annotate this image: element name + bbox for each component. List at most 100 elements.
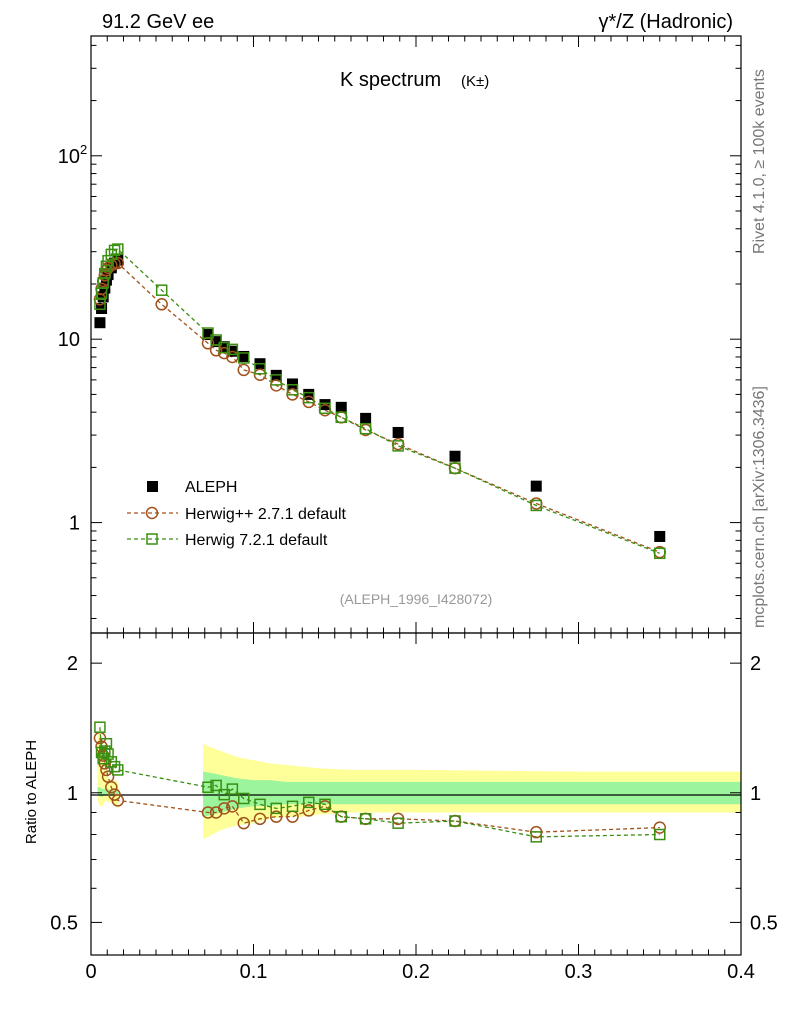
herwig7-point [449,462,461,474]
ratio-series-markers [93,721,666,843]
header-right-label: γ*/Z (Hadronic) [599,11,733,33]
aleph-data-point [360,412,372,424]
rivet-version-label: Rivet 4.1.0, ≥ 100k events [751,69,768,254]
ratio-herwig7-point [254,798,266,811]
ratio-y-axis-label: Ratio to ALEPH [23,740,40,844]
analysis-id-label: (ALEPH_1996_I428072) [340,591,493,607]
herwig7-point [286,384,299,396]
herwig7-point [254,362,266,375]
ratio-herwig7-point [530,831,542,843]
x-tick-label: 0 [85,961,96,983]
x-tick-label: 0.2 [402,961,430,983]
herwig7-point [319,402,331,415]
legend-aleph-marker [147,481,158,492]
herwig7-point [218,341,230,354]
y-tick-label: 1 [69,513,80,535]
aleph-data-point [449,450,461,462]
ratio-herwig7-point [238,792,250,805]
ratio-herwig7-point [94,721,106,733]
ratio-band-outer [97,727,119,809]
aleph-data-point [97,291,109,303]
main-series-markers [93,243,666,560]
legend: ALEPH Herwig++ 2.7.1 default Herwig 7.2.… [127,479,347,549]
x-tick-label: 0.4 [727,961,755,983]
ratio-line-herwig7 [99,727,660,838]
aleph-data-point [210,336,222,348]
main-axis-ticks [90,36,742,633]
ratio-tick-label-left: 0.5 [50,912,78,934]
y-tick-label-exponent: 2 [80,142,87,157]
aleph-data-point [303,388,315,400]
ratio-herwig7-point [392,817,404,829]
herwig7-point [335,411,347,424]
ratio-herwigpp-point [105,780,118,794]
ratio-herwig7-point [210,779,222,792]
herwig7-point [392,440,404,452]
ratio-herwig7-point [108,760,121,773]
ratio-herwig7-point [226,783,239,795]
series-line-herwig7 [99,248,660,554]
ratio-herwig7-point [202,781,214,793]
aleph-data-point [102,269,114,281]
aleph-data-point [218,341,230,353]
ratio-herwigpp-point [237,816,250,830]
herwig7-point [102,254,114,267]
ratio-herwigpp-point [218,802,231,815]
ratio-tick-label-right: 2 [750,653,761,675]
herwig7-point [99,267,111,280]
ratio-herwig7-point [286,800,299,813]
ratio-herwig7-point [319,798,331,811]
aleph-data-point [392,426,404,438]
herwig7-point [303,391,315,404]
herwig7-point [112,243,124,255]
ratio-herwig7-point [335,810,347,823]
ratio-line-herwigpp [99,737,660,833]
aleph-data-point [94,317,106,329]
mcplots-label: mcplots.cern.ch [arXiv:1306.3436] [751,386,768,628]
y-tick-label: 10 [58,146,80,168]
series-line-herwigpp [99,262,660,553]
ratio-herwig7-point [102,748,114,760]
main-series-lines [99,248,660,554]
herwigpp-point [226,350,239,364]
ratio-herwigpp-point [201,806,215,819]
main-plot-panel: K spectrum (K±) (ALEPH_1996_I428072) ALE… [90,36,742,633]
herwig7-point [202,327,214,339]
herwig7-point [270,374,282,386]
aleph-data-point [335,401,347,413]
herwigpp-point [237,363,250,377]
chart-title: K spectrum [340,69,441,91]
herwig7-point [210,334,222,346]
ratio-tick-label-right: 0.5 [750,912,778,934]
herwigpp-point [155,298,168,311]
aleph-data-point [238,350,250,362]
ratio-series-lines [99,727,660,838]
ratio-tick-label-left: 2 [67,653,78,675]
aleph-data-point [530,480,542,492]
aleph-data-point [96,303,108,315]
ratio-herwig7-point [449,815,461,827]
x-tick-label: 0.1 [240,961,268,983]
ratio-band-inner [203,771,742,817]
ratio-plot-frame [90,632,742,956]
herwig7-point [226,343,239,356]
herwig7-point [238,352,250,364]
ratio-herwigpp-point [226,800,239,813]
y-tick-label: 10 [58,329,80,351]
header-left-label: 91.2 GeV ee [102,11,214,33]
herwig7-point [94,298,106,311]
herwig7-point [530,499,542,512]
legend-herwig7-marker [146,533,158,545]
ratio-tick-label-left: 1 [67,783,78,805]
ratio-herwig7-point [99,745,111,757]
herwig7-point [155,284,168,296]
herwig7-point [654,547,666,560]
aleph-data-point [202,329,214,341]
herwig7-point [108,244,121,257]
ratio-herwigpp-point [270,810,283,823]
ratio-tick-label-right: 1 [750,783,761,805]
ratio-plot-panel: Ratio to ALEPH [23,633,742,955]
legend-herwigpp-label: Herwig++ 2.7.1 default [185,506,347,523]
herwig7-point [359,422,372,435]
ratio-herwig7-point [654,828,666,841]
